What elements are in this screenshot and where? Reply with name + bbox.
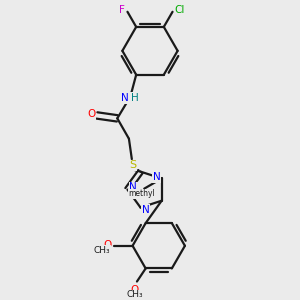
Text: methyl: methyl [128, 189, 155, 198]
Text: N: N [152, 172, 160, 182]
Text: O: O [88, 109, 96, 119]
Text: N: N [142, 205, 150, 215]
Text: F: F [119, 5, 125, 15]
Text: S: S [129, 160, 136, 170]
Text: N: N [129, 182, 137, 192]
Text: CH₃: CH₃ [94, 246, 110, 255]
Text: CH₃: CH₃ [126, 290, 143, 299]
Text: O: O [130, 285, 139, 295]
Text: O: O [103, 241, 111, 250]
Text: Cl: Cl [175, 5, 185, 15]
Text: H: H [131, 93, 139, 103]
Text: N: N [121, 93, 129, 103]
